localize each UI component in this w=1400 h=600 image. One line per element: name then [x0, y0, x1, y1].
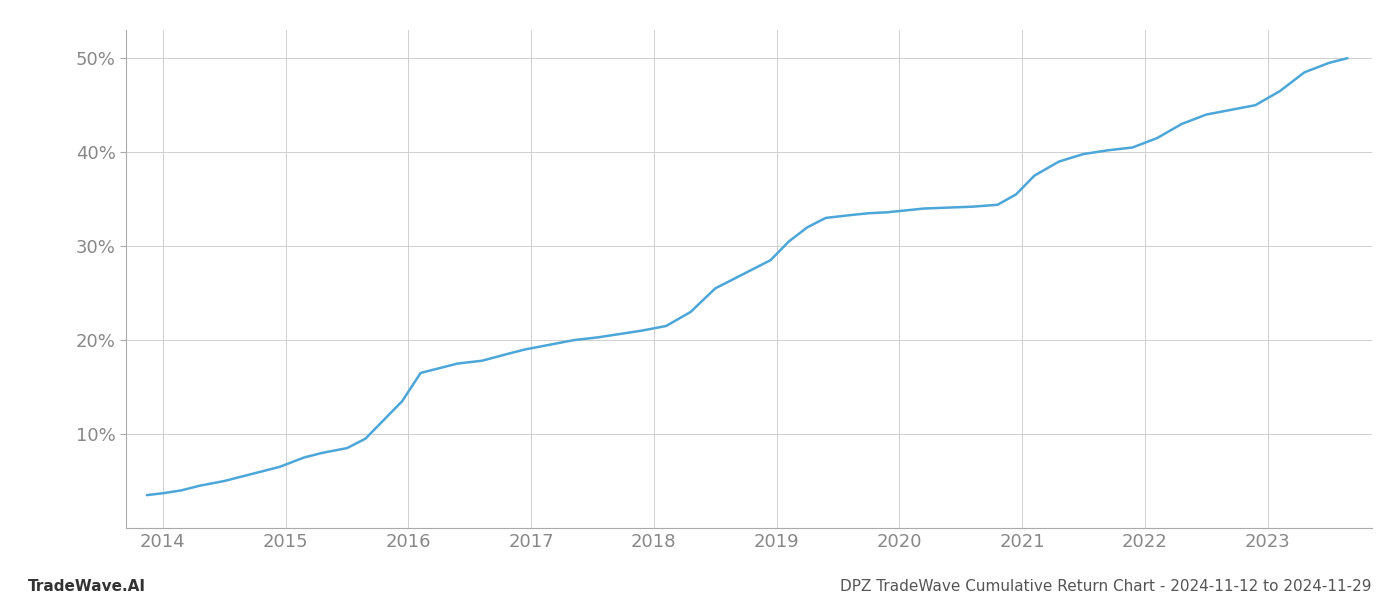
Text: DPZ TradeWave Cumulative Return Chart - 2024-11-12 to 2024-11-29: DPZ TradeWave Cumulative Return Chart - …: [840, 579, 1372, 594]
Text: TradeWave.AI: TradeWave.AI: [28, 579, 146, 594]
